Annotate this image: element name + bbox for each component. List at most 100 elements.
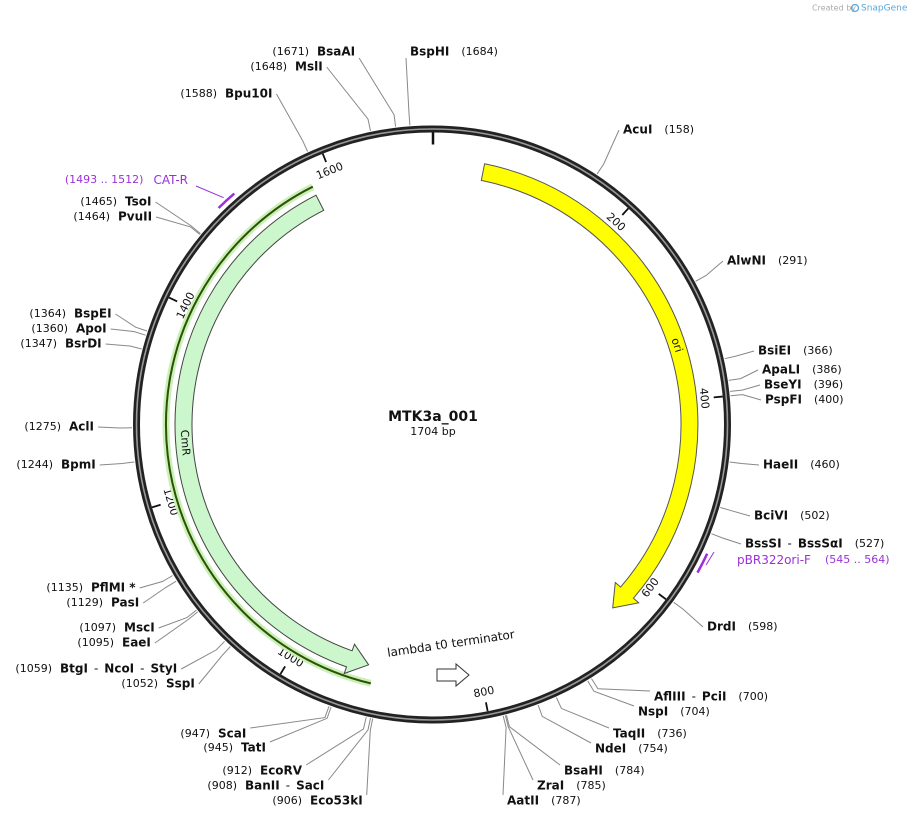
enzyme-name: ApoI [76, 322, 107, 336]
enzyme-label: (908) BanII - SacI [207, 779, 324, 793]
enzyme-leader [97, 426, 133, 429]
enzyme-leader [154, 611, 199, 644]
ori-label: ori [669, 336, 686, 354]
enzyme-label: BciVI (502) [754, 509, 830, 523]
enzyme-leader [587, 680, 635, 707]
enzyme-position: (787) [551, 794, 581, 807]
enzyme-position: (598) [748, 620, 778, 633]
enzyme-label: (912) EcoRV [222, 764, 302, 778]
enzyme-label: (947) ScaI [180, 727, 246, 741]
tick-label: 800 [472, 684, 495, 701]
enzyme-name: AflIII [654, 690, 686, 704]
enzyme-label: (1244) BpmI [16, 458, 95, 472]
enzyme-position: (1465) [80, 195, 117, 208]
enzyme-name: TatI [241, 741, 266, 755]
enzyme-label: (1275) AclI [24, 420, 94, 434]
enzyme-position: (1464) [73, 210, 110, 223]
enzyme-name: PvuII [118, 210, 152, 224]
credit-brand: SnapGene [861, 4, 908, 14]
cmr-label: CmR [178, 429, 193, 456]
enzyme-leader [504, 715, 534, 781]
enzyme-name: BpmI [61, 458, 96, 472]
enzyme-label: (1097) MscI [79, 621, 154, 635]
tick-mark [713, 395, 723, 399]
enzyme-name: BsaHI [564, 764, 603, 778]
terminator-arrow [436, 662, 470, 688]
enzyme-leader [110, 328, 146, 336]
enzyme-leader [250, 706, 330, 729]
primer-label: (1493 .. 1512) CAT-R [65, 173, 188, 187]
enzyme-name: SspI [166, 677, 195, 691]
enzyme-leader [591, 678, 651, 692]
enzyme-name: EaeI [122, 636, 151, 650]
enzyme-name: AatII [507, 794, 539, 808]
enzyme-leader [142, 580, 177, 604]
cmr-arrow [174, 194, 370, 675]
enzyme-position: (1129) [66, 596, 103, 609]
tick-mark [168, 296, 178, 303]
enzyme-leader [730, 394, 762, 401]
enzyme-leader [328, 717, 371, 781]
enzyme-name: ApaLI [762, 363, 800, 377]
enzyme-position: (908) [207, 779, 237, 792]
enzyme-label: AatII (787) [507, 794, 581, 808]
enzyme-name: BsiEI [758, 344, 791, 358]
enzyme-label: NspI (704) [638, 705, 710, 719]
enzyme-position: (704) [680, 705, 710, 718]
enzyme-label: (1588) Bpu10I [180, 87, 272, 101]
enzyme-position: (1588) [180, 87, 217, 100]
enzyme-name: ZraI [537, 779, 564, 793]
enzyme-label: ZraI (785) [537, 779, 606, 793]
enzyme-leader [305, 717, 367, 766]
credit-icon [850, 3, 860, 13]
primer-range: (545 .. 564) [825, 553, 890, 566]
enzyme-position: (906) [272, 794, 302, 807]
enzyme-leader [366, 718, 374, 796]
enzyme-position: (291) [778, 254, 808, 267]
enzyme-name: BciVI [754, 509, 788, 523]
enzyme-name: AclI [69, 420, 94, 434]
enzyme-name: BanII [245, 779, 280, 793]
enzyme-name: MscI [124, 621, 155, 635]
enzyme-leader [99, 461, 135, 466]
enzyme-label: (1360) ApoI [31, 322, 106, 336]
enzyme-leader [502, 715, 507, 796]
enzyme-position: (386) [812, 363, 842, 376]
enzyme-name: NcoI [104, 662, 134, 676]
enzyme-leader [720, 507, 751, 517]
enzyme-separator: - [788, 537, 792, 551]
terminator-label: lambda t0 terminator [386, 627, 515, 660]
enzyme-name: ScaI [218, 727, 246, 741]
enzyme-leader [326, 66, 371, 132]
enzyme-position: (736) [657, 727, 687, 740]
backbone-inner [135, 128, 729, 721]
enzyme-label: (1464) PvuII [73, 210, 152, 224]
enzyme-position: (1275) [24, 420, 61, 433]
enzyme-position: (1671) [272, 45, 309, 58]
enzyme-name: TsoI [125, 195, 151, 209]
enzyme-label: NdeI (754) [595, 742, 668, 756]
enzyme-separator: - [94, 662, 98, 676]
enzyme-leader [115, 313, 148, 332]
enzyme-leader [358, 57, 397, 127]
enzyme-name: BsaAI [317, 45, 355, 59]
tick-mark [485, 702, 489, 712]
enzyme-label: BsiEI (366) [758, 344, 833, 358]
tick-label: 400 [697, 387, 712, 409]
primer-mark [696, 553, 709, 574]
enzyme-name: PflMI * [91, 581, 136, 595]
tick-label: 1600 [314, 160, 345, 183]
enzyme-name: AlwNI [727, 254, 766, 268]
tick-mark [321, 153, 327, 163]
enzyme-position: (945) [203, 741, 233, 754]
enzyme-label: (1095) EaeI [77, 636, 150, 650]
enzyme-label: DrdI (598) [707, 620, 778, 634]
tick-mark [658, 593, 667, 600]
enzyme-label: HaeII (460) [763, 458, 840, 472]
enzyme-position: (1364) [29, 307, 66, 320]
plasmid-size: 1704 bp [410, 425, 455, 438]
enzyme-leader [555, 697, 610, 729]
enzyme-name: HaeII [763, 458, 798, 472]
enzyme-leader [405, 57, 411, 126]
